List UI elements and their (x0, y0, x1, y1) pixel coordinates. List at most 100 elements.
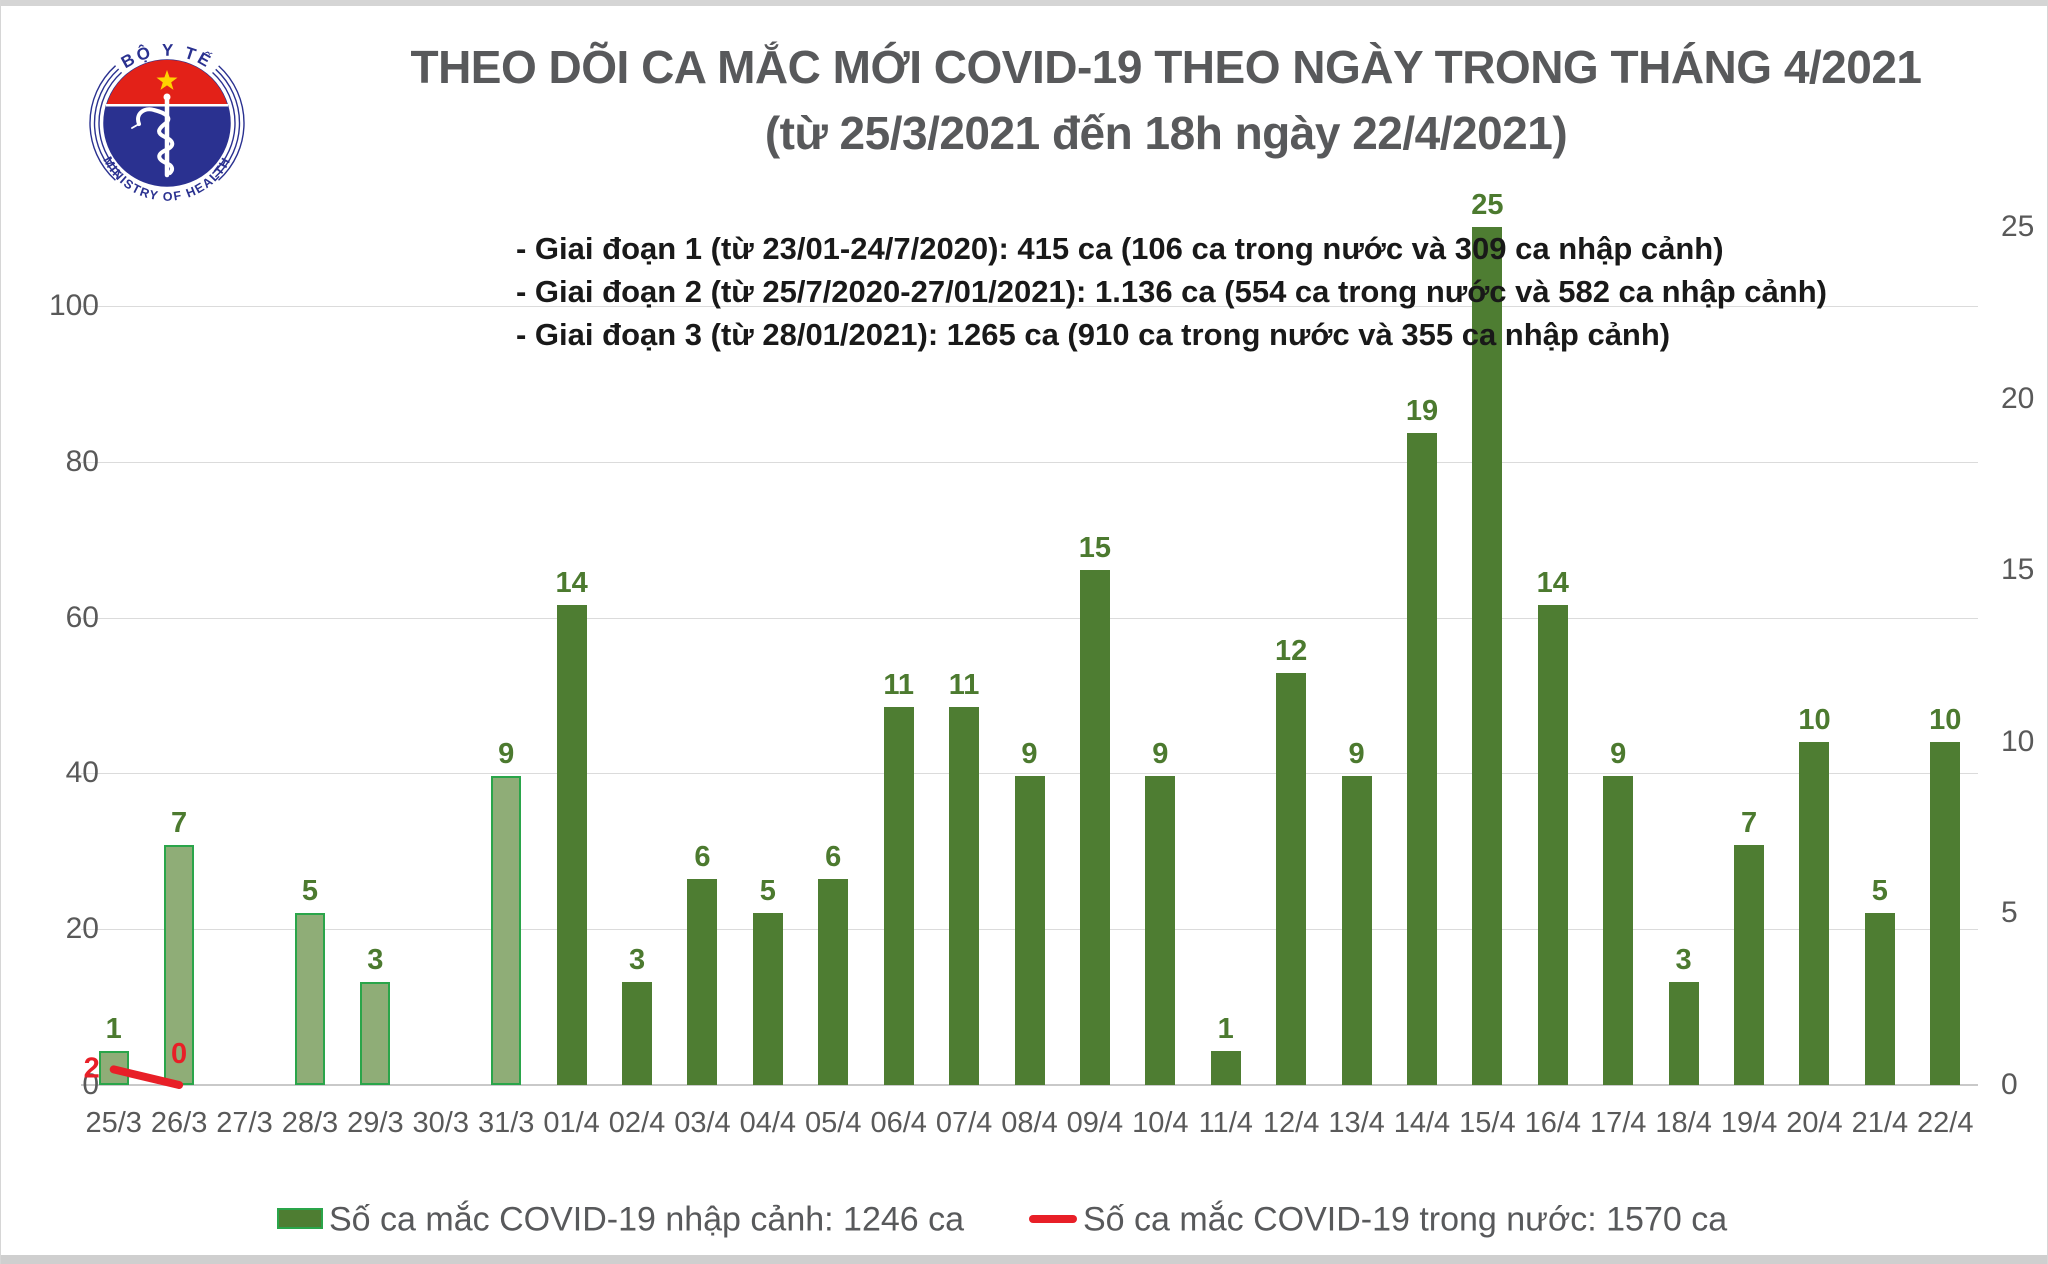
bar-imported-april (1734, 844, 1765, 1085)
line-value-label: 2 (83, 1052, 100, 1085)
bar-value-label: 3 (367, 944, 384, 977)
x-axis-date-label: 03/4 (674, 1107, 731, 1139)
x-axis-date-label: 07/4 (935, 1107, 993, 1139)
bar-imported-april (1668, 982, 1699, 1085)
right-axis-tick-label: 0 (2001, 1068, 2018, 1101)
bar-value-label: 3 (628, 944, 646, 977)
x-axis-date-label: 31/3 (477, 1107, 535, 1139)
bar-imported-april (1276, 673, 1307, 1085)
legend-line-marker (1029, 1215, 1077, 1223)
bar-imported-april (687, 879, 718, 1085)
chart-title-line2: (từ 25/3/2021 đến 18h ngày 22/4/2021) (764, 107, 1568, 159)
x-axis-date-label: 05/4 (805, 1107, 862, 1139)
chart-title-line1: THEO DÕI CA MẮC MỚI COVID-19 THEO NGÀY T… (410, 41, 1922, 93)
bar-imported-april (1210, 1050, 1241, 1085)
bar-value-label: 1 (1217, 1012, 1234, 1045)
gridline (81, 306, 1978, 307)
bar-value-label: 5 (759, 875, 776, 908)
x-axis-date-label: 15/4 (1459, 1107, 1516, 1139)
bar-value-label: 9 (498, 738, 515, 771)
bar-value-label: 19 (1405, 394, 1439, 427)
right-axis-tick-label: 25 (2001, 210, 2035, 243)
bar-imported-march (360, 982, 391, 1085)
x-axis-date-label: 11/4 (1198, 1107, 1253, 1139)
x-axis-date-label: 02/4 (608, 1107, 666, 1139)
bar-value-label: 25 (1471, 189, 1504, 221)
x-axis-date-label: 20/4 (1786, 1107, 1843, 1139)
x-axis-date-label: 13/4 (1328, 1107, 1385, 1139)
x-axis-date-label: 22/4 (1917, 1107, 1974, 1139)
bar-imported-march (164, 844, 195, 1085)
bar-imported-april (949, 707, 980, 1085)
bar-value-label: 9 (1348, 738, 1365, 771)
x-axis-date-label: 18/4 (1655, 1107, 1712, 1139)
bar-imported-april (1079, 570, 1110, 1085)
x-axis-date-label: 16/4 (1524, 1107, 1582, 1139)
annotation-phase-3: - Giai đoạn 3 (từ 28/01/2021): 1265 ca (… (516, 317, 1671, 352)
bar-value-label: 15 (1078, 532, 1112, 565)
ministry-of-health-logo: BỘ Y TẾ MINISTRY OF HEALTH (89, 41, 245, 204)
x-axis-date-label: 08/4 (1001, 1107, 1058, 1139)
bar-imported-march (294, 913, 325, 1085)
x-axis-date-label: 14/4 (1393, 1107, 1451, 1139)
bar-imported-april (1537, 604, 1568, 1085)
right-axis-tick-label: 10 (2001, 724, 2035, 758)
bar-value-label: 10 (1798, 703, 1831, 736)
bar-value-label: 7 (171, 806, 188, 839)
gridline (81, 461, 1978, 463)
bar-imported-april (622, 982, 653, 1085)
annotation-phase-2: - Giai đoạn 2 (từ 25/7/2020-27/01/2021):… (516, 274, 1827, 309)
bar-value-label: 14 (555, 566, 588, 599)
bar-value-label: 9 (1152, 738, 1169, 771)
bar-imported-april (1864, 913, 1895, 1085)
bottom-border-strip (1, 1255, 2047, 1264)
top-border-strip (1, 0, 2047, 6)
x-axis-line (81, 1084, 1978, 1086)
legend-line-label: Số ca mắc COVID-19 trong nước: 1570 ca (1083, 1200, 1728, 1239)
bar-imported-april (818, 879, 849, 1085)
bar-imported-april (1799, 741, 1830, 1085)
phase-annotations: - Giai đoạn 1 (từ 23/01-24/7/2020): 415 … (516, 227, 1827, 356)
yellow-star-icon (156, 70, 178, 90)
bar-imported-april (1014, 776, 1045, 1085)
red-line (109, 1065, 184, 1089)
x-axis-date-label: 04/4 (739, 1107, 797, 1139)
right-axis-tick-label: 5 (2001, 896, 2018, 930)
x-axis-date-label: 27/3 (216, 1107, 273, 1139)
x-axis-date-label: 10/4 (1132, 1107, 1189, 1139)
bar-value-label: 10 (1929, 703, 1962, 736)
left-axis-tick-label: 40 (65, 756, 99, 790)
bar-imported-april (556, 604, 587, 1085)
bar-imported-april (1406, 432, 1437, 1085)
right-axis-tick-label: 15 (2001, 553, 2035, 587)
bar-value-label: 3 (1675, 944, 1692, 977)
left-axis-tick-label: 20 (65, 912, 99, 946)
bar-imported-april (1472, 227, 1503, 1085)
x-axis-date-label: 30/3 (412, 1107, 469, 1139)
x-axis-date-label: 12/4 (1262, 1107, 1320, 1139)
bar-value-label: 6 (825, 841, 842, 874)
bar-value-label: 14 (1536, 566, 1569, 599)
x-axis-date-label: 06/4 (870, 1107, 927, 1139)
bar-imported-march (98, 1050, 129, 1085)
bar-value-label: 6 (694, 841, 711, 874)
x-axis-date-label: 17/4 (1589, 1107, 1647, 1139)
bar-imported-april (1341, 776, 1372, 1085)
left-axis-tick-label: 80 (65, 444, 99, 478)
bar-value-label: 1 (105, 1012, 122, 1045)
rod-of-asclepius-icon (131, 93, 175, 178)
gridline (81, 617, 1978, 619)
bar-value-label: 7 (1740, 806, 1758, 839)
bar-imported-april (752, 913, 783, 1085)
bar-value-label: 9 (1021, 738, 1038, 771)
bar-value-label: 9 (1610, 738, 1627, 771)
left-axis-tick-label: 0 (82, 1068, 99, 1101)
left-axis-tick-label: 100 (48, 289, 99, 322)
bar-value-label: 5 (301, 875, 319, 908)
left-axis-tick-label: 60 (65, 600, 99, 634)
line-value-label: 0 (171, 1038, 188, 1070)
chart-title: THEO DÕI CA MẮC MỚI COVID-19 THEO NGÀY T… (286, 34, 2046, 166)
